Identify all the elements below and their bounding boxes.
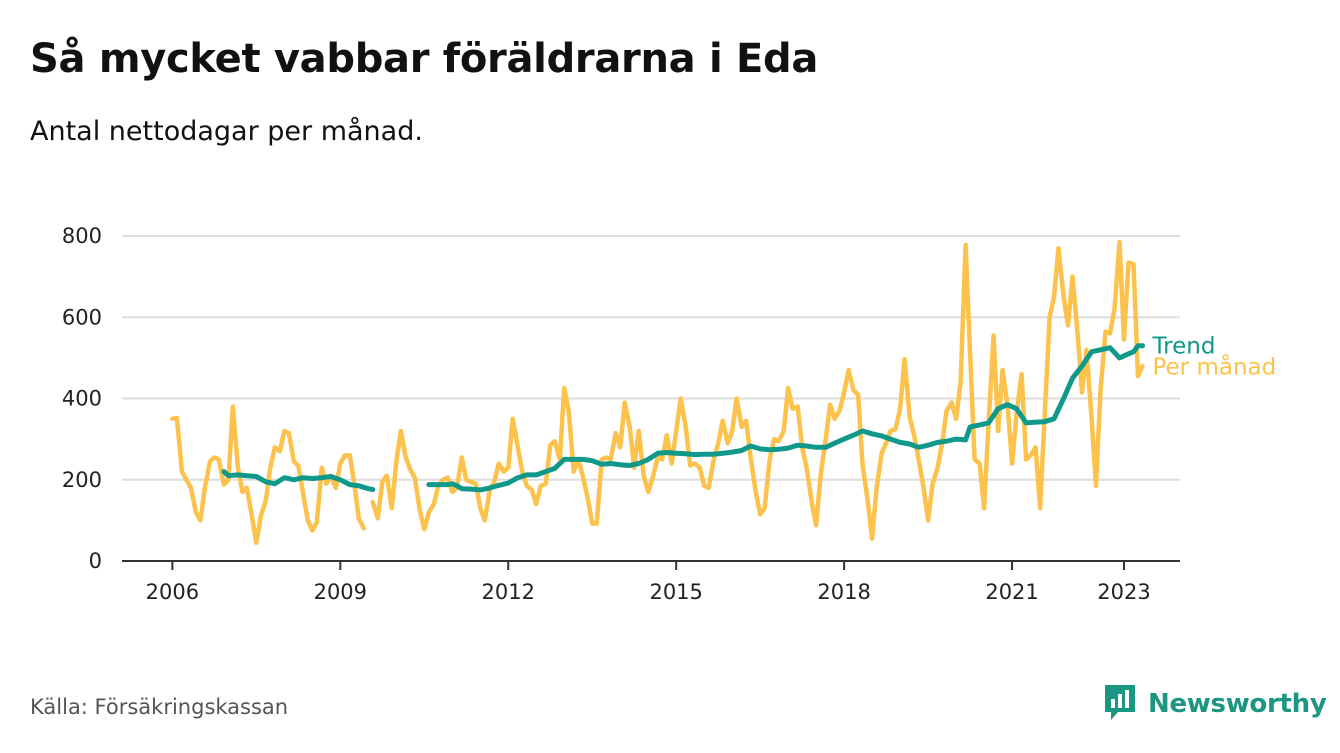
y-tick-label: 600 <box>62 305 102 329</box>
trend-series-label: Trend <box>1151 334 1215 360</box>
y-tick-label: 200 <box>62 468 102 492</box>
brand-logo: Newsworthy <box>1102 682 1327 726</box>
y-tick-label: 0 <box>89 549 102 573</box>
line-chart: 0 200 400 600 800 2006 2009 2012 2015 2018 2021 202… <box>62 224 1276 604</box>
x-tick-label: 2006 <box>146 580 199 604</box>
y-tick-label: 800 <box>62 224 102 248</box>
series-lines <box>170 239 1145 545</box>
brand-name: Newsworthy <box>1148 689 1327 719</box>
source-note: Källa: Försäkringskassan <box>30 695 289 719</box>
x-tick-label: 2015 <box>649 580 702 604</box>
x-tick-label: 2023 <box>1097 580 1150 604</box>
x-tick-label: 2009 <box>314 580 367 604</box>
bar-chart-speech-bubble-icon <box>1102 682 1138 726</box>
chart-title: Så mycket vabbar föräldrarna i Eda <box>30 36 819 82</box>
axes: 0 200 400 600 800 2006 2009 2012 2015 2018 2021 202… <box>62 224 1180 604</box>
x-tick-label: 2021 <box>985 580 1038 604</box>
y-tick-label: 400 <box>62 387 102 411</box>
x-tick-label: 2012 <box>482 580 535 604</box>
monthly-series-label: Per månad <box>1152 353 1276 381</box>
trend-series-line <box>426 343 1145 493</box>
trend-series-line <box>221 469 376 492</box>
x-tick-label: 2018 <box>817 580 870 604</box>
monthly-series-line <box>370 239 1145 541</box>
chart-subtitle: Antal nettodagar per månad. <box>30 116 423 147</box>
monthly-series-line <box>170 404 367 545</box>
